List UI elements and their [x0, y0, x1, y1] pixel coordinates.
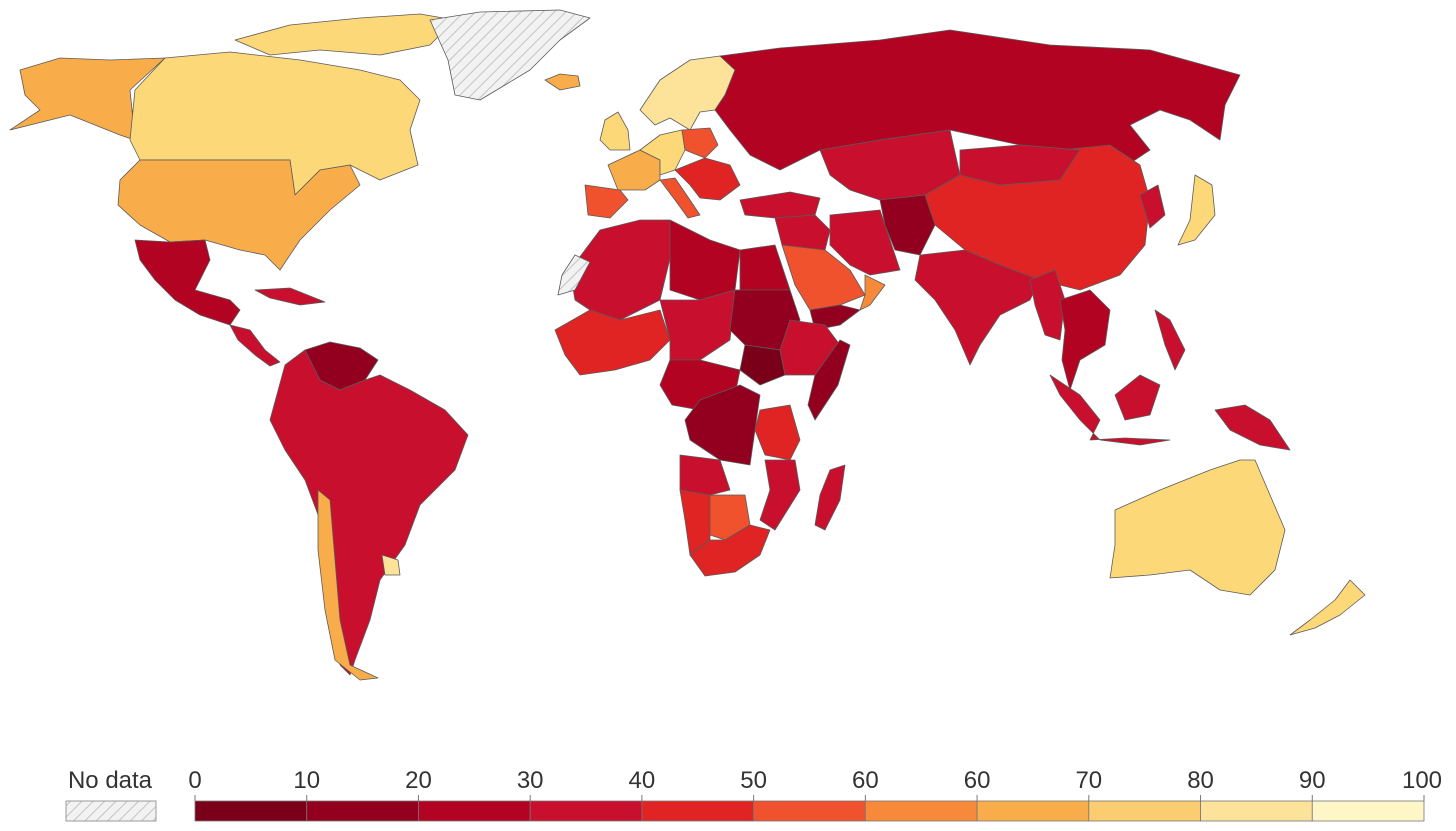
legend-bin	[418, 800, 531, 822]
region-oman	[859, 274, 886, 311]
region-canadian-arctic-islands	[234, 13, 456, 56]
region-tanzania	[754, 404, 801, 461]
legend-bin	[641, 800, 755, 822]
region-angola	[679, 454, 731, 496]
region-balkans	[674, 157, 741, 201]
no-data-swatch	[65, 800, 157, 822]
legend-tick-label: 20	[405, 767, 432, 794]
legend-tick-label: 70	[1075, 767, 1102, 794]
legend-tick-label: 30	[517, 767, 544, 794]
region-somalia	[807, 339, 851, 421]
legend-bin	[1311, 800, 1425, 822]
region-south-africa	[689, 524, 771, 577]
legend-color-bins	[194, 800, 1425, 822]
region-iberia	[584, 184, 629, 219]
legend-tick-label: 100	[1402, 767, 1442, 794]
region-mongolia	[959, 144, 1081, 186]
legend-bin	[753, 800, 866, 822]
region-madagascar	[814, 464, 846, 531]
region-egypt	[739, 244, 791, 293]
legend-bin	[976, 800, 1090, 822]
region-australia	[1109, 459, 1286, 596]
region-philippines	[1154, 309, 1186, 371]
legend-tick-label: 10	[293, 767, 320, 794]
legend-tick-label: 80	[1187, 767, 1214, 794]
legend-bin	[529, 800, 643, 822]
region-russia	[714, 29, 1241, 171]
region-indonesia	[1049, 374, 1171, 446]
world-choropleth-map	[9, 9, 1366, 681]
region-south-sudan	[739, 344, 786, 386]
legend-bin	[864, 800, 978, 822]
region-drc	[684, 384, 761, 466]
region-saudi-arabia	[781, 244, 866, 311]
region-libya	[669, 219, 741, 301]
region-uk	[599, 111, 631, 151]
legend-bin	[194, 800, 308, 822]
legend-tick-label: 60	[852, 767, 879, 794]
legend-bin	[306, 800, 419, 822]
region-central-america	[229, 324, 281, 367]
region-greenland	[429, 9, 591, 101]
legend-tick-label: 50	[740, 767, 767, 794]
region-india	[914, 249, 1041, 366]
region-iceland	[544, 73, 581, 91]
region-usa	[117, 159, 361, 271]
legend-tick-label: 60	[964, 767, 991, 794]
region-new-zealand	[1289, 579, 1366, 636]
region-south-america	[269, 349, 469, 676]
region-uruguay	[381, 554, 401, 576]
legend-tick-labels: 0 10 20 30 40 50 60 60 70 80 90 100	[188, 767, 1442, 801]
no-data-label: No data	[68, 767, 153, 794]
region-north-africa	[569, 219, 673, 321]
region-mexico	[134, 239, 241, 326]
region-chile	[317, 489, 379, 681]
region-myanmar	[1029, 269, 1066, 341]
region-turkey	[739, 191, 821, 219]
region-cuba	[254, 287, 326, 306]
region-papua	[1214, 404, 1291, 451]
legend-tick-label: 40	[629, 767, 656, 794]
region-korea	[1139, 184, 1166, 229]
legend-bin	[1088, 800, 1201, 822]
legend-tick-label: 0	[188, 767, 201, 794]
region-west-africa	[554, 309, 671, 376]
region-mozambique	[759, 459, 801, 531]
region-scandinavia	[639, 55, 736, 131]
region-central-europe	[639, 129, 686, 176]
region-western-sahara	[557, 254, 591, 296]
region-sahel	[659, 289, 736, 361]
color-legend: No data 0 10 20 30 40 50 60 60 70 80 90 100	[65, 767, 1442, 822]
region-italy	[659, 177, 701, 219]
legend-bin	[1200, 800, 1313, 822]
region-canada	[129, 51, 421, 196]
region-iran	[829, 209, 901, 276]
region-japan	[1177, 174, 1216, 246]
legend-tick-label: 90	[1299, 767, 1326, 794]
region-poland	[681, 127, 719, 159]
region-alaska	[9, 57, 166, 141]
region-southeast-asia	[1059, 289, 1111, 391]
